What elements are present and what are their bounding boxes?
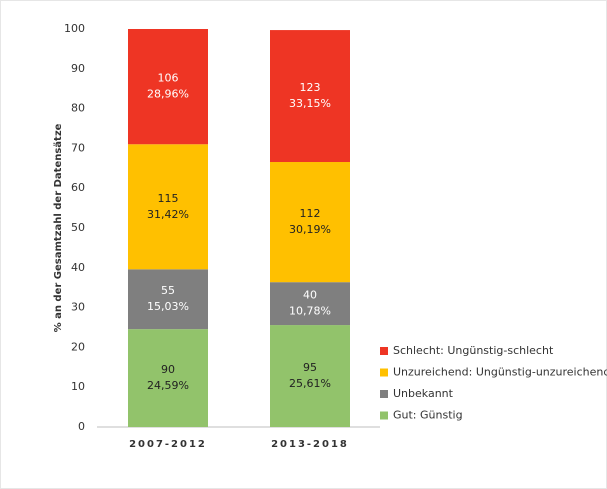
value-label: 25,61% bbox=[289, 377, 331, 390]
count-label: 112 bbox=[300, 207, 321, 220]
value-label: 33,15% bbox=[289, 97, 331, 110]
legend-swatch bbox=[380, 368, 388, 377]
legend-swatch bbox=[380, 347, 388, 355]
count-label: 90 bbox=[161, 363, 175, 376]
bar-segment bbox=[128, 269, 208, 330]
count-label: 95 bbox=[303, 361, 317, 374]
x-tick-label: 2007-2012 bbox=[129, 439, 207, 450]
value-label: 31,42% bbox=[147, 208, 189, 221]
y-tick-label: 70 bbox=[71, 141, 85, 154]
legend-label: Unbekannt bbox=[393, 387, 454, 400]
value-label: 10,78% bbox=[289, 305, 331, 318]
y-tick-label: 40 bbox=[71, 261, 85, 274]
bar-segment bbox=[270, 325, 350, 427]
count-label: 106 bbox=[158, 72, 179, 85]
count-label: 40 bbox=[303, 289, 317, 302]
y-tick-label: 0 bbox=[78, 420, 85, 433]
y-tick-label: 10 bbox=[71, 380, 85, 393]
bar-segment bbox=[270, 162, 350, 283]
bar-segment bbox=[128, 29, 208, 145]
y-axis-label: % an der Gesamtzahl der Datensätze bbox=[53, 123, 64, 332]
count-label: 55 bbox=[161, 284, 175, 297]
value-label: 24,59% bbox=[147, 379, 189, 392]
count-label: 115 bbox=[158, 192, 179, 205]
y-tick-label: 20 bbox=[71, 340, 85, 353]
legend-label: Gut: Günstig bbox=[393, 409, 463, 422]
y-tick-label: 30 bbox=[71, 301, 85, 314]
y-tick-label: 90 bbox=[71, 62, 85, 75]
value-label: 30,19% bbox=[289, 223, 331, 236]
count-label: 123 bbox=[300, 81, 321, 94]
legend-swatch bbox=[380, 390, 388, 398]
bar-segment bbox=[128, 144, 208, 270]
y-tick-label: 50 bbox=[71, 221, 85, 234]
bar-segment bbox=[270, 282, 350, 326]
value-label: 28,96% bbox=[147, 88, 189, 101]
y-tick-label: 80 bbox=[71, 102, 85, 115]
legend-swatch bbox=[380, 411, 388, 420]
bar-segment bbox=[270, 30, 350, 163]
y-tick-label: 60 bbox=[71, 181, 85, 194]
legend-label: Unzureichend: Ungünstig-unzureichend bbox=[393, 366, 607, 379]
x-tick-label: 2013-2018 bbox=[271, 439, 349, 450]
legend-label: Schlecht: Ungünstig-schlecht bbox=[393, 344, 554, 357]
value-label: 15,03% bbox=[147, 300, 189, 313]
bar-segment bbox=[128, 329, 208, 427]
y-tick-label: 100 bbox=[64, 22, 85, 35]
